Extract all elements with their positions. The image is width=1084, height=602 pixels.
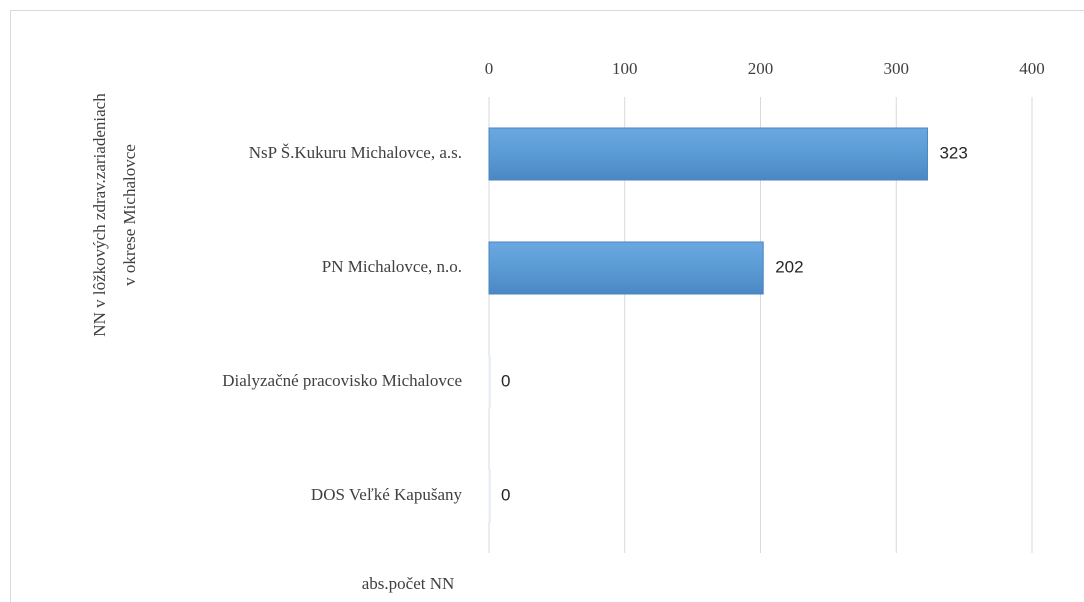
x-tick-label: 200 — [748, 59, 774, 78]
x-axis-label: abs.počet NN — [362, 574, 455, 593]
x-tick-label: 400 — [1019, 59, 1045, 78]
y-axis-label: NN v lôžkových zdrav.zariadeniach — [90, 93, 109, 337]
y-tick-label: PN Michalovce, n.o. — [322, 257, 462, 276]
bar — [488, 355, 491, 409]
y-tick-label: Dialyzačné pracovisko Michalovce — [222, 371, 462, 390]
y-tick-label: NsP Š.Kukuru Michalovce, a.s. — [249, 143, 462, 162]
x-tick-label: 0 — [485, 59, 494, 78]
bar — [488, 241, 764, 295]
x-tick-label: 300 — [884, 59, 910, 78]
data-label: 0 — [501, 371, 510, 390]
data-label: 323 — [939, 143, 967, 162]
y-tick-label: DOS Veľké Kapušany — [311, 485, 463, 504]
data-label: 202 — [775, 257, 803, 276]
y-axis-label: v okrese Michalovce — [120, 144, 139, 286]
data-label: 0 — [501, 485, 510, 504]
bar — [488, 127, 928, 181]
bar — [488, 469, 491, 523]
chart-border — [10, 10, 1084, 602]
x-tick-label: 100 — [612, 59, 638, 78]
